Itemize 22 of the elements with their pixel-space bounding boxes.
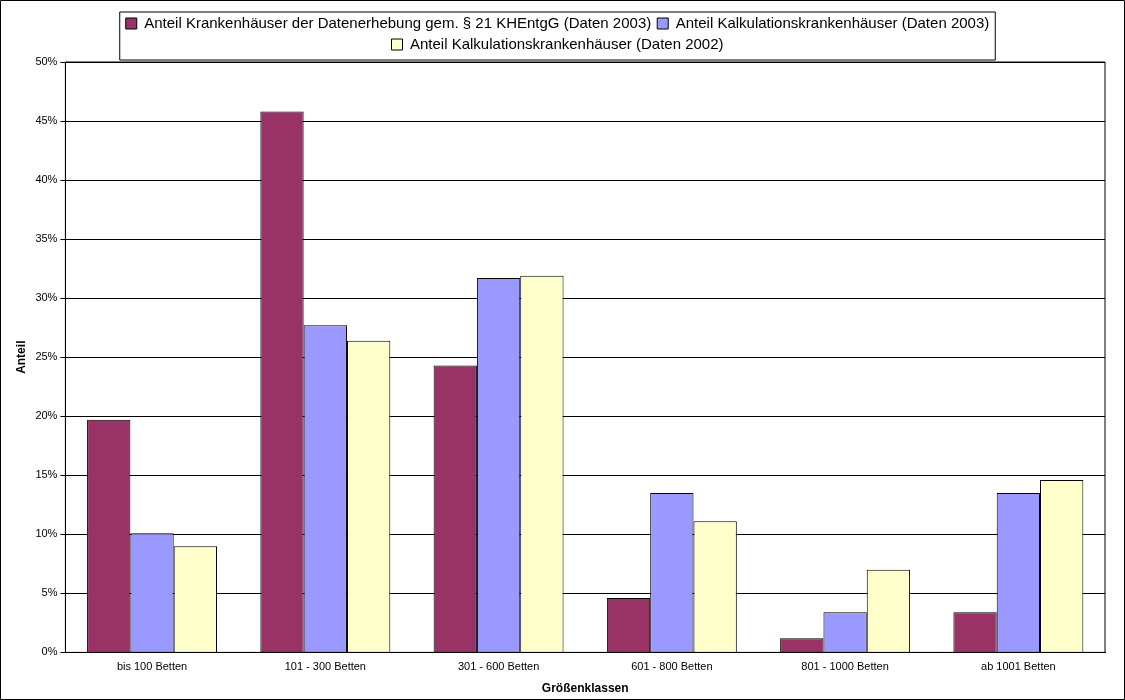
y-tick-label: 50%: [35, 55, 58, 68]
legend-label: Anteil Krankenhäuser der Datenerhebung gem. § 21 KHEntgG (Daten 2003): [144, 13, 652, 31]
legend-label: Anteil Kalkulationskrankenhäuser (Daten 2002): [409, 34, 724, 52]
x-tick-label: ab 1001 Betten: [981, 660, 1056, 673]
y-tick-label: 35%: [35, 232, 58, 245]
y-axis-title: Anteil: [13, 340, 28, 374]
y-tick-label: 0%: [41, 645, 58, 658]
x-tick-label: bis 100 Betten: [116, 660, 188, 673]
x-axis-title: Größenklassen: [541, 681, 629, 696]
x-tick-label: 301 - 600 Betten: [457, 660, 540, 673]
y-tick-label: 10%: [35, 527, 58, 540]
y-tick-label: 5%: [41, 586, 58, 599]
x-tick-label: 601 - 800 Betten: [631, 660, 713, 673]
x-tick-label: 101 - 300 Betten: [284, 660, 366, 673]
y-tick-label: 30%: [35, 291, 58, 304]
y-tick-label: 15%: [35, 468, 58, 481]
y-tick-label: 25%: [35, 350, 58, 363]
x-tick-label: 801 - 1000 Betten: [801, 660, 889, 673]
y-tick-label: 40%: [35, 173, 58, 186]
legend-label: Anteil Kalkulationskrankenhäuser (Daten 2003): [675, 13, 990, 31]
y-tick-label: 45%: [35, 114, 58, 127]
y-tick-label: 20%: [35, 409, 58, 422]
